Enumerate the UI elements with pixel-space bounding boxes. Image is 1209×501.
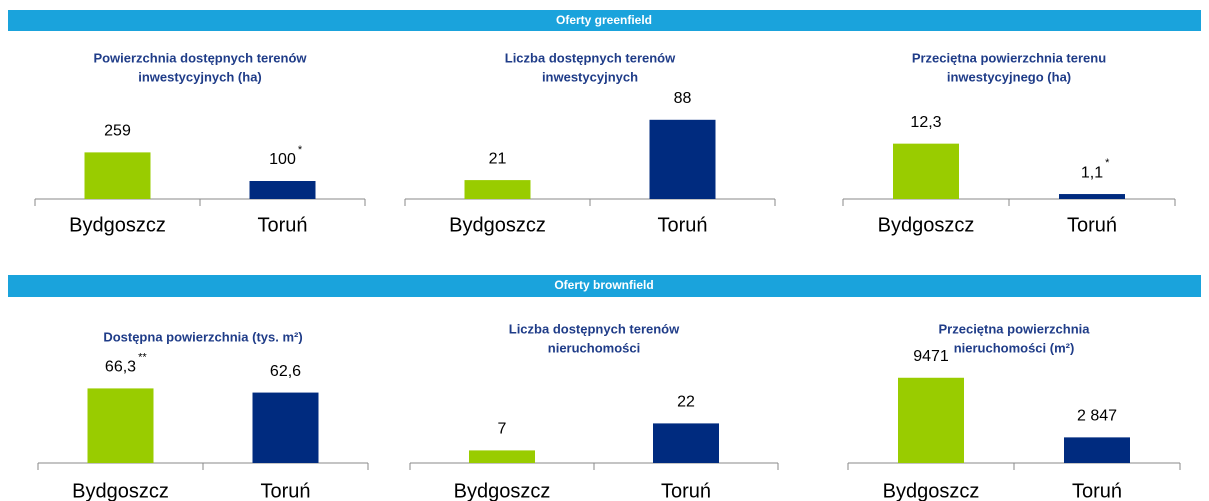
section-bar: [8, 10, 1201, 31]
category-label: Toruń: [257, 214, 307, 236]
chart-title: inwestycyjnego (ha): [947, 69, 1071, 84]
category-label: Bydgoszcz: [69, 214, 166, 236]
bar: [893, 143, 959, 199]
value-note: **: [138, 351, 147, 363]
chart-title: nieruchomości (m²): [954, 340, 1075, 355]
value-note: *: [298, 144, 303, 156]
category-label: Toruń: [260, 480, 310, 501]
bar: [653, 423, 719, 463]
chart-title: Dostępna powierzchnia (tys. m²): [103, 329, 302, 344]
bar: [249, 181, 316, 199]
section-title: Oferty brownfield: [554, 278, 653, 292]
category-label: Bydgoszcz: [878, 214, 975, 236]
value-label: 12,3: [910, 114, 941, 131]
value-label: 88: [674, 90, 692, 107]
chart-title: Liczba dostępnych terenów: [509, 321, 680, 336]
bar: [87, 388, 154, 463]
section-title: Oferty greenfield: [556, 13, 652, 27]
value-label: 259: [104, 123, 131, 140]
chart-title: Przeciętna powierzchnia terenu: [912, 50, 1106, 65]
chart-title: Liczba dostępnych terenów: [505, 50, 676, 65]
category-label: Bydgoszcz: [449, 214, 546, 236]
bar: [469, 450, 535, 463]
value-note: *: [1105, 157, 1110, 169]
chart-title: Przeciętna powierzchnia: [939, 321, 1091, 336]
value-label: 100: [269, 151, 296, 168]
category-label: Toruń: [661, 480, 711, 501]
bar: [1064, 437, 1130, 463]
chart-title: inwestycyjnych (ha): [138, 69, 262, 84]
bar: [1059, 194, 1125, 199]
category-label: Toruń: [1072, 480, 1122, 501]
bar: [252, 392, 319, 463]
bar: [84, 152, 151, 199]
category-label: Bydgoszcz: [883, 480, 980, 501]
value-label: 9471: [913, 348, 949, 365]
value-label: 2 847: [1077, 408, 1117, 425]
value-label: 21: [489, 150, 507, 167]
category-label: Bydgoszcz: [454, 480, 551, 501]
bar: [464, 180, 531, 199]
chart-title: nieruchomości: [548, 340, 640, 355]
category-label: Toruń: [1067, 214, 1117, 236]
category-label: Bydgoszcz: [72, 480, 169, 501]
bar: [898, 377, 964, 463]
value-label: 1,1: [1081, 164, 1103, 181]
section-bar: [8, 275, 1201, 297]
bar: [649, 119, 716, 199]
chart-title: Powierzchnia dostępnych terenów: [93, 50, 307, 65]
chart-title: inwestycyjnych: [542, 69, 638, 84]
category-label: Toruń: [657, 214, 707, 236]
value-label: 22: [677, 394, 695, 411]
value-label: 62,6: [270, 363, 301, 380]
value-label: 7: [498, 421, 507, 438]
value-label: 66,3: [105, 359, 136, 376]
